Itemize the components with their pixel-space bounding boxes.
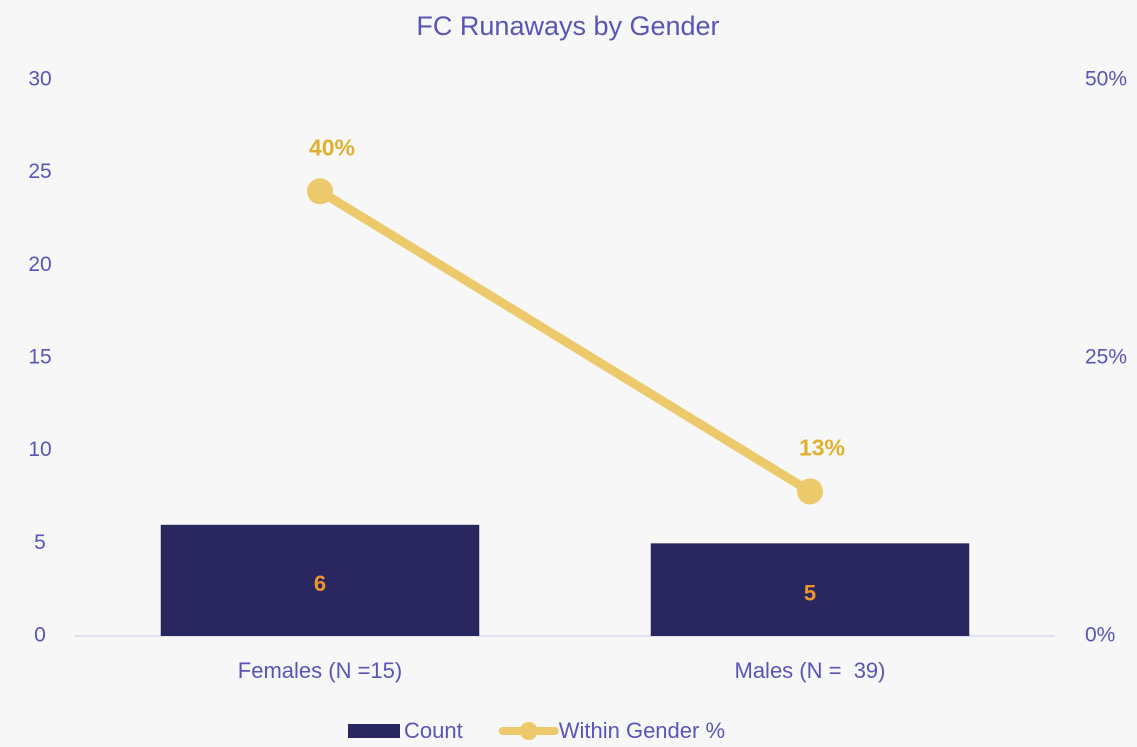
y-tick-label: 20 [28, 253, 51, 276]
line-marker [307, 178, 333, 205]
y-tick-label: 15 [28, 346, 51, 369]
line [315, 186, 815, 496]
line-marker [797, 478, 823, 505]
y-tick-label: 0 [34, 624, 46, 647]
y-tick-label: 30 [28, 68, 51, 91]
bar [160, 524, 480, 636]
bar-label: 5 [804, 580, 816, 605]
y-tick-label: 5 [34, 531, 46, 554]
line-label: 40% [309, 134, 355, 160]
x-tick-label: Males (N = 39) [735, 658, 886, 683]
y-tick-label: 25 [28, 160, 51, 183]
chart-title: FC Runaways by Gender [416, 11, 719, 41]
bar-label: 6 [314, 571, 326, 596]
y2-tick-label: 50% [1085, 68, 1127, 91]
legend-label: Count [404, 718, 463, 743]
legend-swatch [519, 722, 538, 740]
legend-swatch [348, 724, 400, 738]
line-label: 13% [799, 435, 845, 461]
legend-label: Within Gender % [559, 718, 725, 743]
y2-tick-label: 25% [1085, 346, 1127, 369]
y-tick-label: 10 [28, 438, 51, 461]
y2-tick-label: 0% [1085, 624, 1115, 647]
bar [650, 543, 970, 636]
x-tick-label: Females (N =15) [238, 658, 402, 683]
